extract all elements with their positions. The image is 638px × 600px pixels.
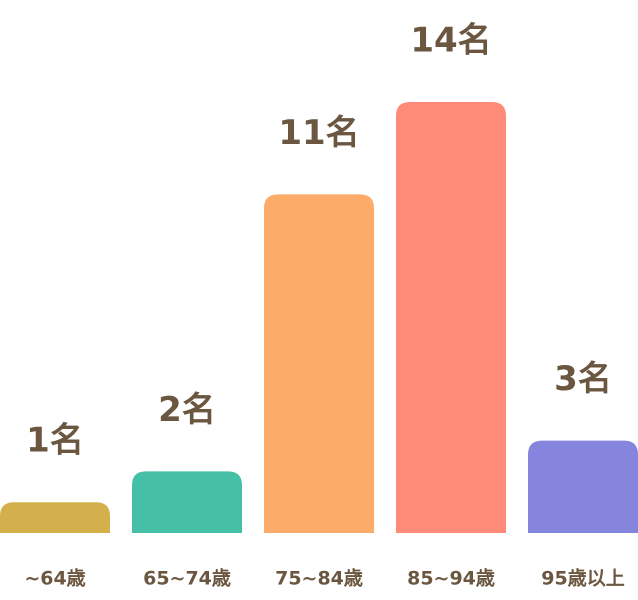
category-label: ~64歳 xyxy=(24,568,85,590)
bar xyxy=(132,471,242,533)
value-label: 2名 xyxy=(158,390,216,430)
bar xyxy=(396,102,506,533)
category-label: 95歳以上 xyxy=(541,568,624,590)
bar xyxy=(0,502,110,533)
category-label: 85~94歳 xyxy=(407,568,495,590)
value-label: 3名 xyxy=(554,359,612,399)
bar xyxy=(528,440,638,533)
value-label: 11名 xyxy=(278,113,359,153)
value-label: 1名 xyxy=(26,421,84,461)
category-label: 65~74歳 xyxy=(143,568,231,590)
bar xyxy=(264,194,374,533)
value-label: 14名 xyxy=(410,21,491,61)
category-label: 75~84歳 xyxy=(275,568,363,590)
